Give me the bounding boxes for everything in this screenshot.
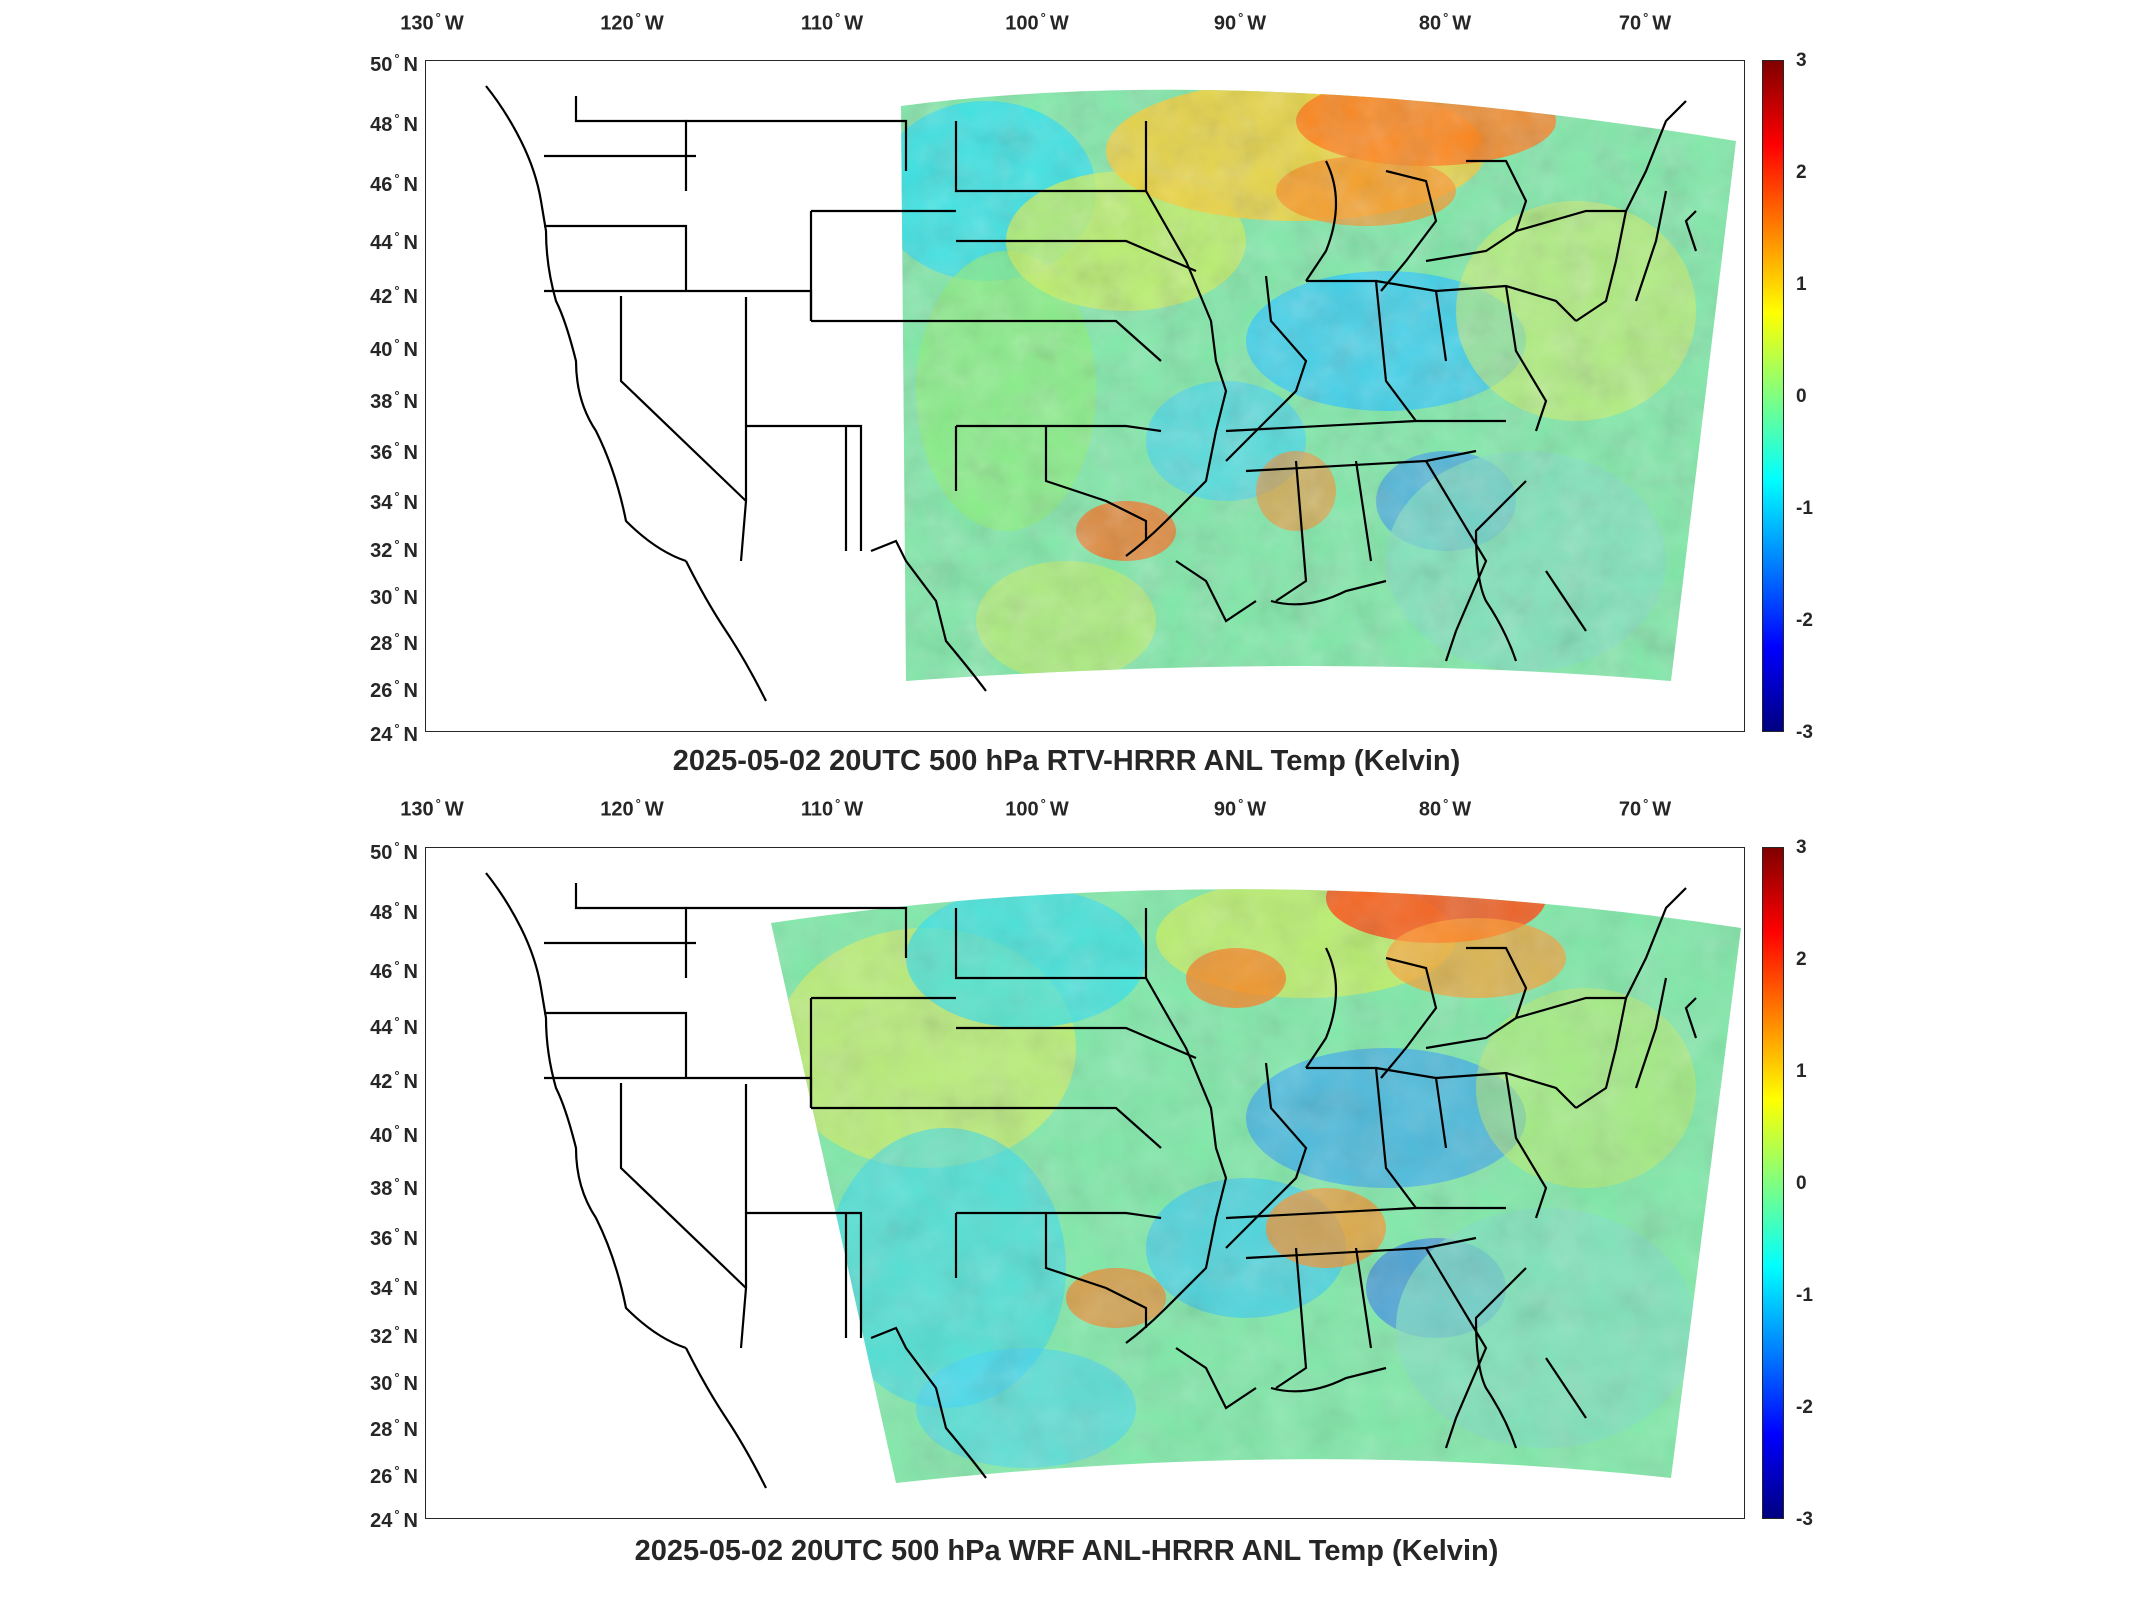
colorbar-tick: -1 — [1796, 1285, 1813, 1306]
lat-tick-label: 32 ° N — [370, 537, 418, 562]
lat-tick-label: 26 ° N — [370, 677, 418, 702]
colorbar-tick: 2 — [1796, 162, 1807, 183]
lat-tick-label: 44 ° N — [370, 229, 418, 254]
data-field — [771, 889, 1741, 1483]
panel-title: 2025-05-02 20UTC 500 hPa WRF ANL-HRRR AN… — [634, 1535, 1499, 1567]
lon-tick-label: 70 ° W — [1618, 796, 1672, 821]
lat-tick-label: 34 ° N — [370, 489, 418, 514]
lat-tick-label: 30 ° N — [370, 1370, 418, 1395]
lon-tick-label: 80 ° W — [1418, 796, 1472, 821]
lat-tick-label: 42 ° N — [370, 1068, 418, 1093]
lat-tick-label: 30 ° N — [370, 584, 418, 609]
state-boundaries — [485, 872, 1698, 1489]
lat-tick-label: 28 ° N — [370, 630, 418, 655]
state-boundaries — [485, 85, 1698, 702]
panel-title: 2025-05-02 20UTC 500 hPa RTV-HRRR ANL Te… — [672, 745, 1461, 777]
lat-tick-label: 36 ° N — [370, 439, 418, 464]
lat-tick-label: 42 ° N — [370, 283, 418, 308]
colorbar-tick: -3 — [1796, 722, 1813, 743]
lat-tick-label: 46 ° N — [370, 958, 418, 983]
lat-tick-label: 26 ° N — [370, 1463, 418, 1488]
lat-tick-label: 24 ° N — [370, 1507, 418, 1532]
lat-tick-label: 48 ° N — [370, 111, 418, 136]
colorbar-tick: 0 — [1796, 386, 1807, 407]
lat-tick-label: 46 ° N — [370, 171, 418, 196]
lat-tick-label: 40 ° N — [370, 1122, 418, 1147]
colorbar-tick: 0 — [1796, 1173, 1807, 1194]
lat-tick-label: 44 ° N — [370, 1014, 418, 1039]
lat-tick-label: 34 ° N — [370, 1275, 418, 1300]
lat-tick-label: 24 ° N — [370, 721, 418, 746]
lon-tick-label: 120 ° W — [600, 796, 664, 821]
lon-tick-label: 130 ° W — [400, 796, 464, 821]
lat-tick-label: 36 ° N — [370, 1225, 418, 1250]
lat-tick-label: 50 ° N — [370, 51, 418, 76]
temperature-difference-map — [485, 872, 1741, 1489]
lon-tick-label: 100 ° W — [1005, 796, 1069, 821]
map-area — [425, 847, 1745, 1519]
data-field — [901, 89, 1736, 682]
map-panel-top: 130 ° W 120 ° W 110 ° W 100 ° W 90 ° W 80 ° W 70 ° W 5… — [0, 0, 2133, 790]
colorbar-tick: 3 — [1796, 50, 1807, 71]
lat-tick-label: 38 ° N — [370, 388, 418, 413]
lat-tick-label: 28 ° N — [370, 1416, 418, 1441]
lat-tick-label: 38 ° N — [370, 1175, 418, 1200]
lat-tick-label: 50 ° N — [370, 839, 418, 864]
map-panel-bottom: 130 ° W 120 ° W 110 ° W 100 ° W 90 ° W 80 ° W 70 ° W 5… — [0, 790, 2133, 1600]
colorbar-tick: -1 — [1796, 498, 1813, 519]
colorbar-tick: 1 — [1796, 1061, 1807, 1082]
lon-tick-label: 90 ° W — [1213, 796, 1267, 821]
lat-tick-label: 32 ° N — [370, 1323, 418, 1348]
lon-tick-label: 80 ° W — [1418, 10, 1472, 35]
colorbar — [1762, 60, 1784, 732]
lat-tick-label: 48 ° N — [370, 899, 418, 924]
colorbar-tick: 3 — [1796, 837, 1807, 858]
lon-tick-label: 70 ° W — [1618, 10, 1672, 35]
colorbar-tick: -3 — [1796, 1509, 1813, 1530]
lon-tick-label: 110 ° W — [800, 10, 864, 35]
lon-tick-label: 120 ° W — [600, 10, 664, 35]
lon-tick-label: 110 ° W — [800, 796, 864, 821]
lat-tick-label: 40 ° N — [370, 336, 418, 361]
lon-tick-label: 130 ° W — [400, 10, 464, 35]
map-area — [425, 60, 1745, 732]
colorbar — [1762, 847, 1784, 1519]
colorbar-tick: 1 — [1796, 274, 1807, 295]
lon-tick-label: 100 ° W — [1005, 10, 1069, 35]
lon-tick-label: 90 ° W — [1213, 10, 1267, 35]
colorbar-tick: -2 — [1796, 610, 1813, 631]
temperature-difference-map — [485, 85, 1736, 702]
colorbar-tick: -2 — [1796, 1397, 1813, 1418]
colorbar-tick: 2 — [1796, 949, 1807, 970]
